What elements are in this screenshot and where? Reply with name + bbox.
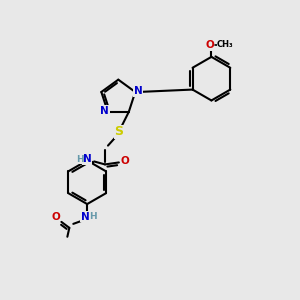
Text: S: S (114, 125, 123, 138)
Text: O: O (120, 157, 129, 166)
Text: N: N (100, 106, 109, 116)
Text: N: N (81, 212, 90, 222)
Text: O: O (205, 40, 214, 50)
Text: N: N (134, 86, 142, 96)
Text: H: H (89, 212, 97, 221)
Text: CH₃: CH₃ (217, 40, 234, 50)
Text: O: O (51, 212, 60, 222)
Text: N: N (83, 154, 92, 164)
Text: H: H (76, 155, 84, 164)
